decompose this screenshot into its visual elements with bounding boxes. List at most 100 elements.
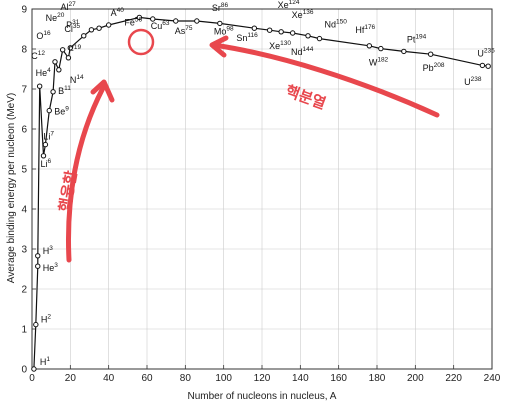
- isotope-label: Cl35: [64, 23, 80, 34]
- isotope-label: Al27: [61, 1, 77, 12]
- x-tick-label: 40: [103, 373, 115, 384]
- isotope-label: Mo98: [214, 25, 234, 36]
- isotope-label: H2: [41, 314, 52, 325]
- y-tick-label: 7: [21, 85, 27, 96]
- plot-frame: [31, 8, 493, 370]
- y-tick-label: 9: [21, 5, 27, 16]
- isotope-label: Cu63: [151, 20, 170, 31]
- isotope-label: Xe130: [269, 40, 291, 51]
- fusion-annotation: 핵융합: [56, 169, 81, 213]
- isotope-label: Sn116: [236, 32, 258, 43]
- isotope-label: Hf176: [355, 24, 375, 35]
- y-axis-title: Average binding energy per nucleon (MeV): [6, 93, 17, 284]
- data-point: [278, 29, 284, 35]
- data-points: [31, 14, 491, 372]
- data-point: [305, 33, 311, 39]
- isotope-label: C12: [31, 50, 45, 61]
- x-tick-label: 0: [29, 373, 35, 384]
- x-tick-label: 240: [484, 373, 501, 384]
- data-point: [31, 366, 37, 372]
- y-tick-label: 8: [21, 45, 27, 56]
- data-point: [88, 27, 95, 33]
- isotope-label: Be9: [54, 106, 69, 117]
- x-tick-label: 140: [292, 373, 309, 384]
- data-point: [81, 33, 87, 39]
- data-point: [378, 45, 384, 52]
- isotope-label: He4: [36, 67, 52, 78]
- data-point: [56, 67, 62, 73]
- isotope-label: Li7: [43, 131, 54, 142]
- isotope-label: U235: [477, 47, 495, 58]
- isotope-label: H3: [43, 245, 54, 256]
- binding-energy-line: [33, 16, 489, 370]
- data-point: [316, 35, 323, 42]
- isotope-label: U238: [464, 76, 482, 87]
- fe-highlight-circle: [127, 28, 155, 56]
- isotope-label: W182: [369, 57, 389, 68]
- data-point: [36, 83, 43, 89]
- isotope-label: O16: [36, 30, 51, 41]
- y-tick-label: 4: [21, 205, 27, 216]
- fission-arrow: [211, 42, 440, 118]
- data-point: [50, 89, 56, 95]
- isotope-label: P31: [66, 19, 80, 30]
- data-point: [366, 43, 373, 49]
- isotope-label: A40: [111, 7, 125, 18]
- y-tick-label: 5: [21, 165, 27, 176]
- isotope-label: He3: [43, 262, 59, 273]
- data-point: [67, 45, 74, 51]
- data-point: [251, 25, 258, 31]
- y-tick-label: 6: [21, 125, 27, 136]
- data-point: [173, 18, 179, 24]
- x-tick-label: 20: [65, 373, 77, 384]
- x-tick-label: 160: [330, 373, 347, 384]
- x-tick-label: 60: [141, 373, 153, 384]
- data-point: [150, 16, 156, 22]
- data-point: [96, 25, 102, 31]
- isotope-label: Sr86: [212, 2, 229, 13]
- data-point: [485, 63, 491, 69]
- isotope-label: H1: [40, 356, 51, 367]
- data-point: [401, 48, 407, 55]
- data-point: [52, 59, 58, 65]
- isotope-labels: H1 H2 He3 H3 He4 Li6 Li7 Be9 B11 C12 N14 O16 F19 Ne20…: [31, 0, 495, 367]
- x-tick-label: 180: [369, 373, 386, 384]
- isotope-label: B11: [58, 85, 71, 96]
- data-point: [65, 55, 72, 61]
- isotope-label: Xe124: [278, 0, 300, 10]
- y-tick-labels: 0 1 2 3 4 5 6 7 8 9: [21, 5, 27, 376]
- x-tick-label: 80: [180, 373, 192, 384]
- data-point: [479, 62, 486, 69]
- x-tick-labels: 0 20 40 60 80 100 120 140 160 180 200 220 240: [29, 373, 501, 384]
- y-tick-label: 1: [21, 325, 27, 336]
- fission-annotation: 핵분열: [283, 82, 328, 113]
- x-tick-label: 200: [407, 373, 424, 384]
- isotope-label: Nd150: [325, 19, 348, 30]
- isotope-label: Fe56: [124, 16, 142, 27]
- y-tick-label: 0: [21, 365, 27, 376]
- plot-border: [31, 8, 493, 370]
- isotope-label: Nd144: [291, 46, 314, 57]
- annotations: 핵융합 핵분열: [56, 28, 440, 263]
- data-point: [105, 22, 112, 28]
- x-axis-title: Number of nucleons in nucleus, A: [188, 391, 337, 402]
- binding-energy-curve: [33, 16, 489, 370]
- isotope-label: As75: [175, 25, 193, 36]
- data-point: [289, 30, 296, 36]
- data-point: [35, 263, 41, 269]
- isotope-label: Pb208: [423, 62, 445, 73]
- data-point: [427, 51, 434, 57]
- grid-lines: [32, 9, 492, 369]
- data-point: [136, 14, 143, 21]
- isotope-label: Li6: [41, 158, 52, 169]
- data-point: [33, 321, 39, 328]
- isotope-label: Pt194: [407, 33, 427, 44]
- data-point: [35, 253, 41, 259]
- data-point: [46, 107, 52, 114]
- data-point: [194, 18, 200, 24]
- x-tick-label: 100: [215, 373, 232, 384]
- data-point: [42, 141, 49, 148]
- data-point: [59, 47, 66, 53]
- fusion-arrowhead: [90, 79, 115, 103]
